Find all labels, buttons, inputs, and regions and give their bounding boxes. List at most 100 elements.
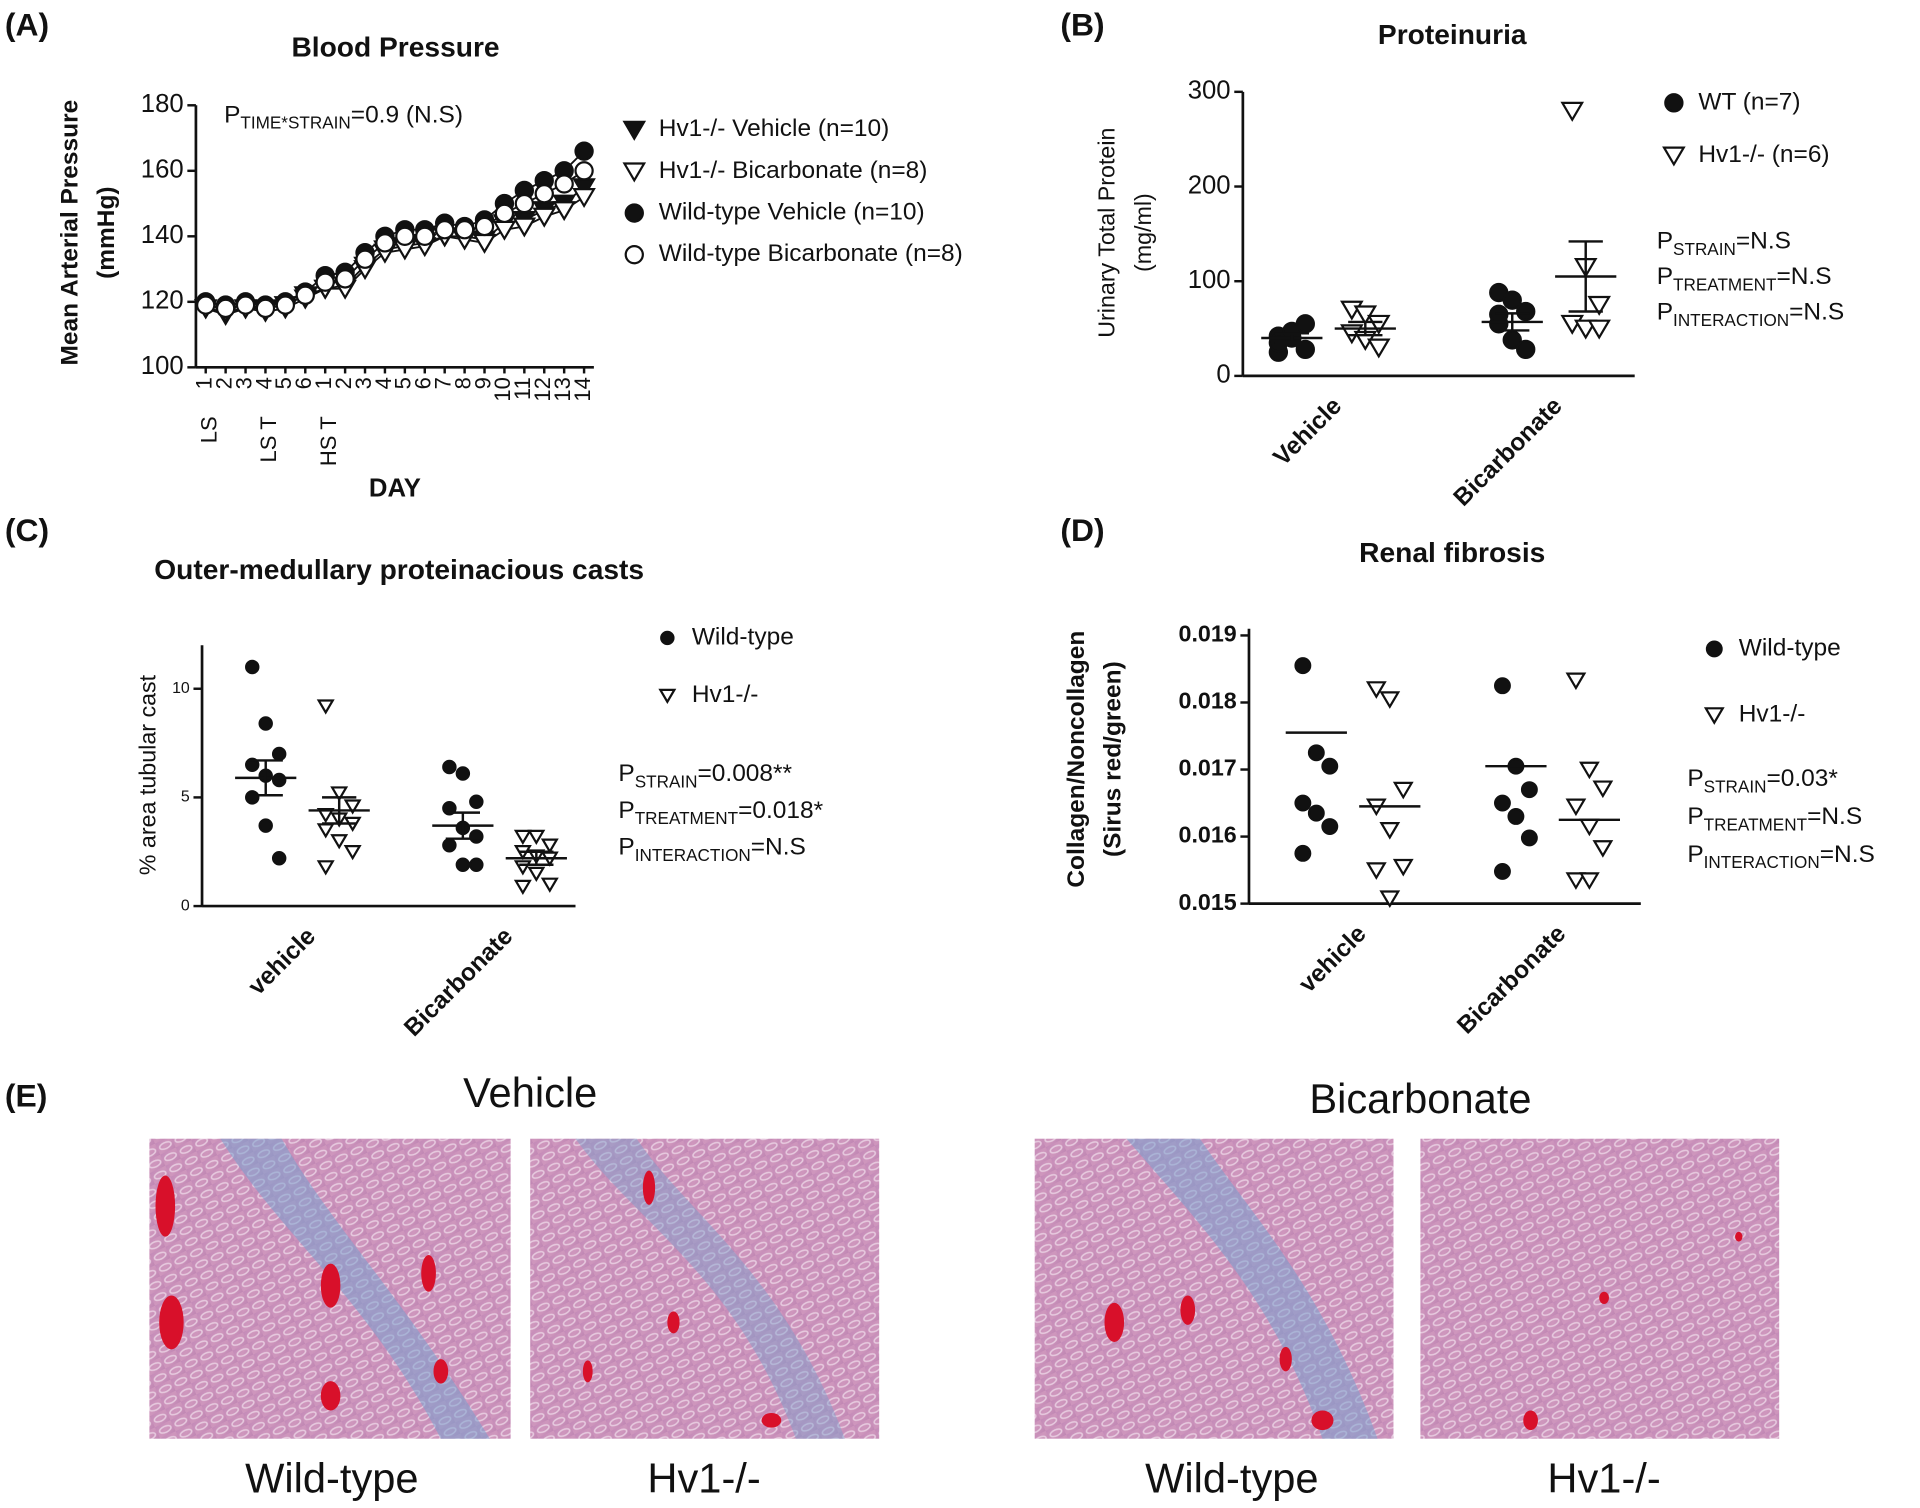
y-tick-label: 100 [141,352,184,380]
y-tick-label: 100 [1188,266,1231,294]
y-tick-label: 0.018 [1179,688,1237,714]
y-tick-label: 0.016 [1179,822,1237,848]
y-tick-label: 140 [141,221,184,249]
x-tick-label: 9 [470,377,495,389]
data-point [1379,890,1401,909]
y-tick-label: 0 [1216,361,1230,389]
data-point [271,746,287,762]
p-symbol: P [1657,228,1673,255]
p-subscript: TREATMENT [1704,814,1808,834]
p-subscript: TREATMENT [635,808,739,828]
data-point [554,174,574,194]
data-point [275,295,296,315]
error-bar [519,850,554,867]
micrograph [1420,1138,1780,1439]
data-point [469,829,484,844]
data-point [343,799,362,815]
data-point [295,285,315,305]
data-point [512,217,537,238]
data-point [1365,681,1387,699]
group-title: Vehicle [463,1069,597,1116]
y-axis-label: (mg/ml) [1130,193,1156,272]
chart-title: Blood Pressure [291,31,499,62]
p-value-annotation: PTREATMENT=N.S [1657,263,1832,293]
p-subscript: TIME*STRAIN [240,112,350,132]
data-point [469,857,484,873]
x-tick-label: Bicarbonate [399,923,518,1042]
x-group-label: HS T [316,416,341,466]
y-axis-label: (Sirus red/green) [1100,661,1127,857]
data-point [540,877,559,893]
legend-marker [660,630,675,646]
x-tick-label: 3 [231,377,256,389]
data-point [469,794,484,809]
data-point [1379,691,1401,709]
data-point [271,851,287,866]
p-text: =N.S [1789,299,1844,326]
legend-label: Wild-type [692,623,794,650]
error-bar [248,759,283,797]
data-point [258,818,273,833]
data-point [245,659,260,675]
p-text: =0.03* [1766,765,1838,792]
y-tick-label: 10 [172,680,190,697]
x-tick-label: 2 [331,377,356,389]
x-tick-label: 8 [450,377,475,389]
x-tick-label: 4 [371,377,396,389]
data-point [1592,840,1614,858]
panel-label: (A) [5,6,49,42]
data-point [552,201,576,222]
data-point [1294,794,1312,812]
y-axis-label: Collagen/Noncollagen [1063,631,1090,888]
y-tick-label: 120 [141,287,184,315]
p-text: =N.S [1820,841,1875,868]
p-value-annotation: PINTERACTION=N.S [1657,299,1845,329]
p-text: =N.S [751,834,806,861]
data-point [1494,677,1511,695]
p-value-annotation: PSTRAIN=N.S [1657,228,1791,258]
p-value-annotation: PSTRAIN=0.008** [618,761,792,791]
x-tick-label: Bicarbonate [1448,393,1567,512]
data-point [1295,339,1315,360]
y-axis-label: % area tubular cast [135,674,161,875]
data-point [355,249,375,269]
x-tick-label: Vehicle [1268,393,1347,472]
panel-label: (E) [5,1078,47,1114]
x-tick-label: 1 [311,377,336,389]
data-point [1494,862,1511,880]
legend-marker [658,688,677,704]
data-point [527,866,546,882]
p-value-annotation: PTREATMENT=0.018* [618,797,823,827]
data-point [375,233,395,253]
y-tick-label: 0.015 [1179,889,1237,915]
data-point [1502,290,1522,310]
chart-title: Proteinuria [1378,19,1527,50]
legend-label: WT (n=7) [1698,88,1800,115]
x-tick-label: vehicle [243,923,321,1001]
data-point [395,226,415,246]
p-subscript: STRAIN [1673,238,1736,258]
data-point [255,298,276,319]
data-point [1307,744,1325,762]
x-tick-label: 6 [411,377,436,389]
legend-label: Hv1-/- [692,681,759,708]
data-point [513,879,532,896]
data-point [474,216,495,237]
data-point [1295,314,1315,334]
data-point [442,801,457,816]
p-symbol: P [1687,803,1703,830]
data-point [1494,794,1511,812]
p-value-annotation: PSTRAIN=0.03* [1687,765,1838,795]
data-point [271,772,287,788]
y-tick-label: 180 [141,90,184,118]
x-tick-label: 7 [431,377,456,389]
p-text: =N.S [1807,803,1862,830]
data-point [442,759,457,775]
data-point [235,295,256,315]
legend-marker [1705,640,1723,658]
x-tick-label: vehicle [1294,920,1372,998]
data-point [455,857,471,873]
p-symbol: P [618,834,634,861]
data-point [492,220,517,241]
x-tick-label: 5 [271,377,296,389]
